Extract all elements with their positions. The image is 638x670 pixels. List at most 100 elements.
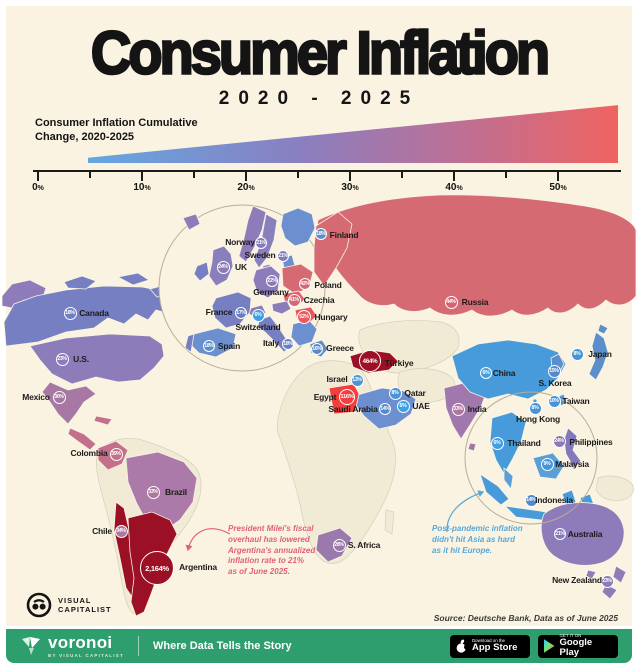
value-badge-s-africa: 28% bbox=[332, 538, 346, 552]
value-badge-u-s: 23% bbox=[55, 352, 69, 366]
value-badge-japan: 8% bbox=[570, 347, 584, 361]
shape-us bbox=[29, 333, 165, 385]
axis-major-tick bbox=[37, 172, 39, 181]
country-label-taiwan: Taiwan bbox=[562, 396, 590, 406]
value-badge-spain: 18% bbox=[203, 340, 215, 352]
country-label-australia: Australia bbox=[567, 529, 603, 539]
country-label-italy: Italy bbox=[262, 338, 280, 348]
value-badge-france: 17% bbox=[235, 307, 247, 319]
country-label-saudi-arabia: Saudi Arabia bbox=[328, 404, 378, 414]
shape-portugal bbox=[184, 333, 195, 353]
legend-axis: 0% 10% 20% 30% 40% 50% bbox=[0, 172, 638, 198]
value-badge-philippines: 24% bbox=[552, 434, 566, 448]
value-badge-canada: 18% bbox=[63, 306, 77, 320]
axis-major-tick bbox=[349, 172, 351, 181]
vc-word-capitalist: CAPITALIST bbox=[58, 605, 112, 614]
page-title: Consumer Inflation bbox=[90, 17, 552, 88]
shape-sri-lanka bbox=[467, 442, 477, 452]
axis-minor-tick bbox=[297, 172, 299, 178]
value-badge-norway: 21% bbox=[255, 237, 267, 249]
value-badge-uk: 24% bbox=[216, 260, 230, 274]
google-play-top-text: GET IT ON bbox=[559, 632, 582, 638]
value-badge-greece: 16% bbox=[311, 343, 323, 355]
value-badge-italy: 18% bbox=[282, 338, 294, 350]
value-badge-australia: 21% bbox=[554, 528, 566, 540]
app-store-badge[interactable]: Download on the App Store bbox=[450, 634, 530, 658]
axis-major-tick bbox=[453, 172, 455, 181]
value-badge-israel: 13% bbox=[350, 373, 364, 387]
value-badge-thailand: 6% bbox=[490, 436, 504, 450]
country-label-china: China bbox=[492, 368, 516, 378]
country-label-philippines: Philippines bbox=[569, 437, 613, 447]
argentina-annotation-arrow bbox=[185, 528, 231, 552]
value-badge-switzerland: 6% bbox=[251, 308, 265, 322]
axis-major-tick bbox=[245, 172, 247, 181]
country-label-chile: Chile bbox=[92, 526, 112, 536]
country-label-qatar: Qatar bbox=[404, 388, 426, 398]
value-badge-malaysia: 9% bbox=[540, 457, 554, 471]
country-label-brazil: Brazil bbox=[165, 487, 187, 497]
value-badge-indonesia: 14% bbox=[524, 493, 538, 507]
country-label-s-africa: S. Africa bbox=[347, 540, 381, 550]
axis-minor-tick bbox=[505, 172, 507, 178]
footer-bar: voronoi BY VISUAL CAPITALIST Where Data … bbox=[6, 629, 632, 663]
country-label-egypt: Egypt bbox=[313, 392, 337, 402]
value-badge-t-rkiye: 464% bbox=[359, 350, 381, 372]
annotation-argentina: President Milei's fiscal overhaul has low… bbox=[228, 524, 316, 577]
axis-tick-label: 50% bbox=[549, 182, 567, 193]
country-label-t-rkiye: Türkiye bbox=[384, 358, 414, 368]
axis-tick-label: 10% bbox=[133, 182, 151, 193]
shape-australia bbox=[540, 502, 625, 580]
voronoi-subtitle: BY VISUAL CAPITALIST bbox=[48, 653, 125, 658]
apple-icon bbox=[456, 639, 468, 653]
country-label-finland: Finland bbox=[329, 230, 359, 240]
voronoi-logo-icon bbox=[22, 637, 40, 655]
country-label-uae: UAE bbox=[412, 401, 430, 411]
value-badge-taiwan: 10% bbox=[547, 394, 561, 408]
binoculars-icon bbox=[26, 592, 52, 618]
axis-tick-label: 40% bbox=[445, 182, 463, 193]
country-label-mexico: Mexico bbox=[22, 392, 50, 402]
value-badge-hong-kong: 8% bbox=[528, 401, 542, 415]
value-badge-new-zealand: 23% bbox=[600, 574, 614, 588]
axis-minor-tick bbox=[89, 172, 91, 178]
country-label-india: India bbox=[467, 404, 487, 414]
legend-label: Consumer Inflation Cumulative Change, 20… bbox=[35, 116, 198, 145]
vc-word-visual: VISUAL bbox=[58, 596, 92, 605]
app-store-top-text: Download on the bbox=[472, 637, 505, 643]
country-label-czechia: Czechia bbox=[303, 295, 335, 305]
country-label-canada: Canada bbox=[79, 308, 109, 318]
google-play-bottom-text: Google Play bbox=[559, 637, 593, 659]
europe-inset-circle bbox=[158, 204, 326, 372]
shape-new-zealand bbox=[601, 565, 627, 600]
country-label-greece: Greece bbox=[326, 343, 354, 353]
value-badge-argentina: 2,164% bbox=[140, 551, 174, 585]
country-label-s-korea: S. Korea bbox=[538, 378, 572, 388]
country-label-new-zealand: New Zealand bbox=[552, 575, 602, 585]
google-play-badge[interactable]: GET IT ON Google Play bbox=[538, 632, 618, 659]
value-badge-egypt: 116% bbox=[339, 389, 355, 405]
subtitle: 2020 - 2025 bbox=[218, 88, 420, 109]
country-label-thailand: Thailand bbox=[507, 438, 541, 448]
value-badge-hungary: 52% bbox=[297, 310, 311, 324]
value-badge-sweden: 21% bbox=[277, 250, 289, 262]
value-badge-india: 33% bbox=[451, 402, 465, 416]
value-badge-china: 6% bbox=[480, 367, 492, 379]
axis-minor-tick bbox=[193, 172, 195, 178]
value-badge-chile: 34% bbox=[114, 524, 128, 538]
shape-iceland bbox=[182, 213, 201, 231]
shape-ireland bbox=[193, 261, 210, 282]
asia-inset-circle bbox=[464, 391, 598, 525]
country-label-uk: UK bbox=[235, 262, 247, 272]
footer-divider bbox=[138, 636, 140, 656]
country-label-u-s: U.S. bbox=[73, 354, 89, 364]
shape-france bbox=[211, 291, 252, 329]
country-label-malaysia: Malaysia bbox=[555, 459, 589, 469]
shape-brazil bbox=[125, 451, 198, 533]
asia-annotation-arrow bbox=[446, 490, 485, 533]
value-badge-finland: 18% bbox=[315, 228, 327, 240]
country-label-hungary: Hungary bbox=[314, 312, 348, 322]
